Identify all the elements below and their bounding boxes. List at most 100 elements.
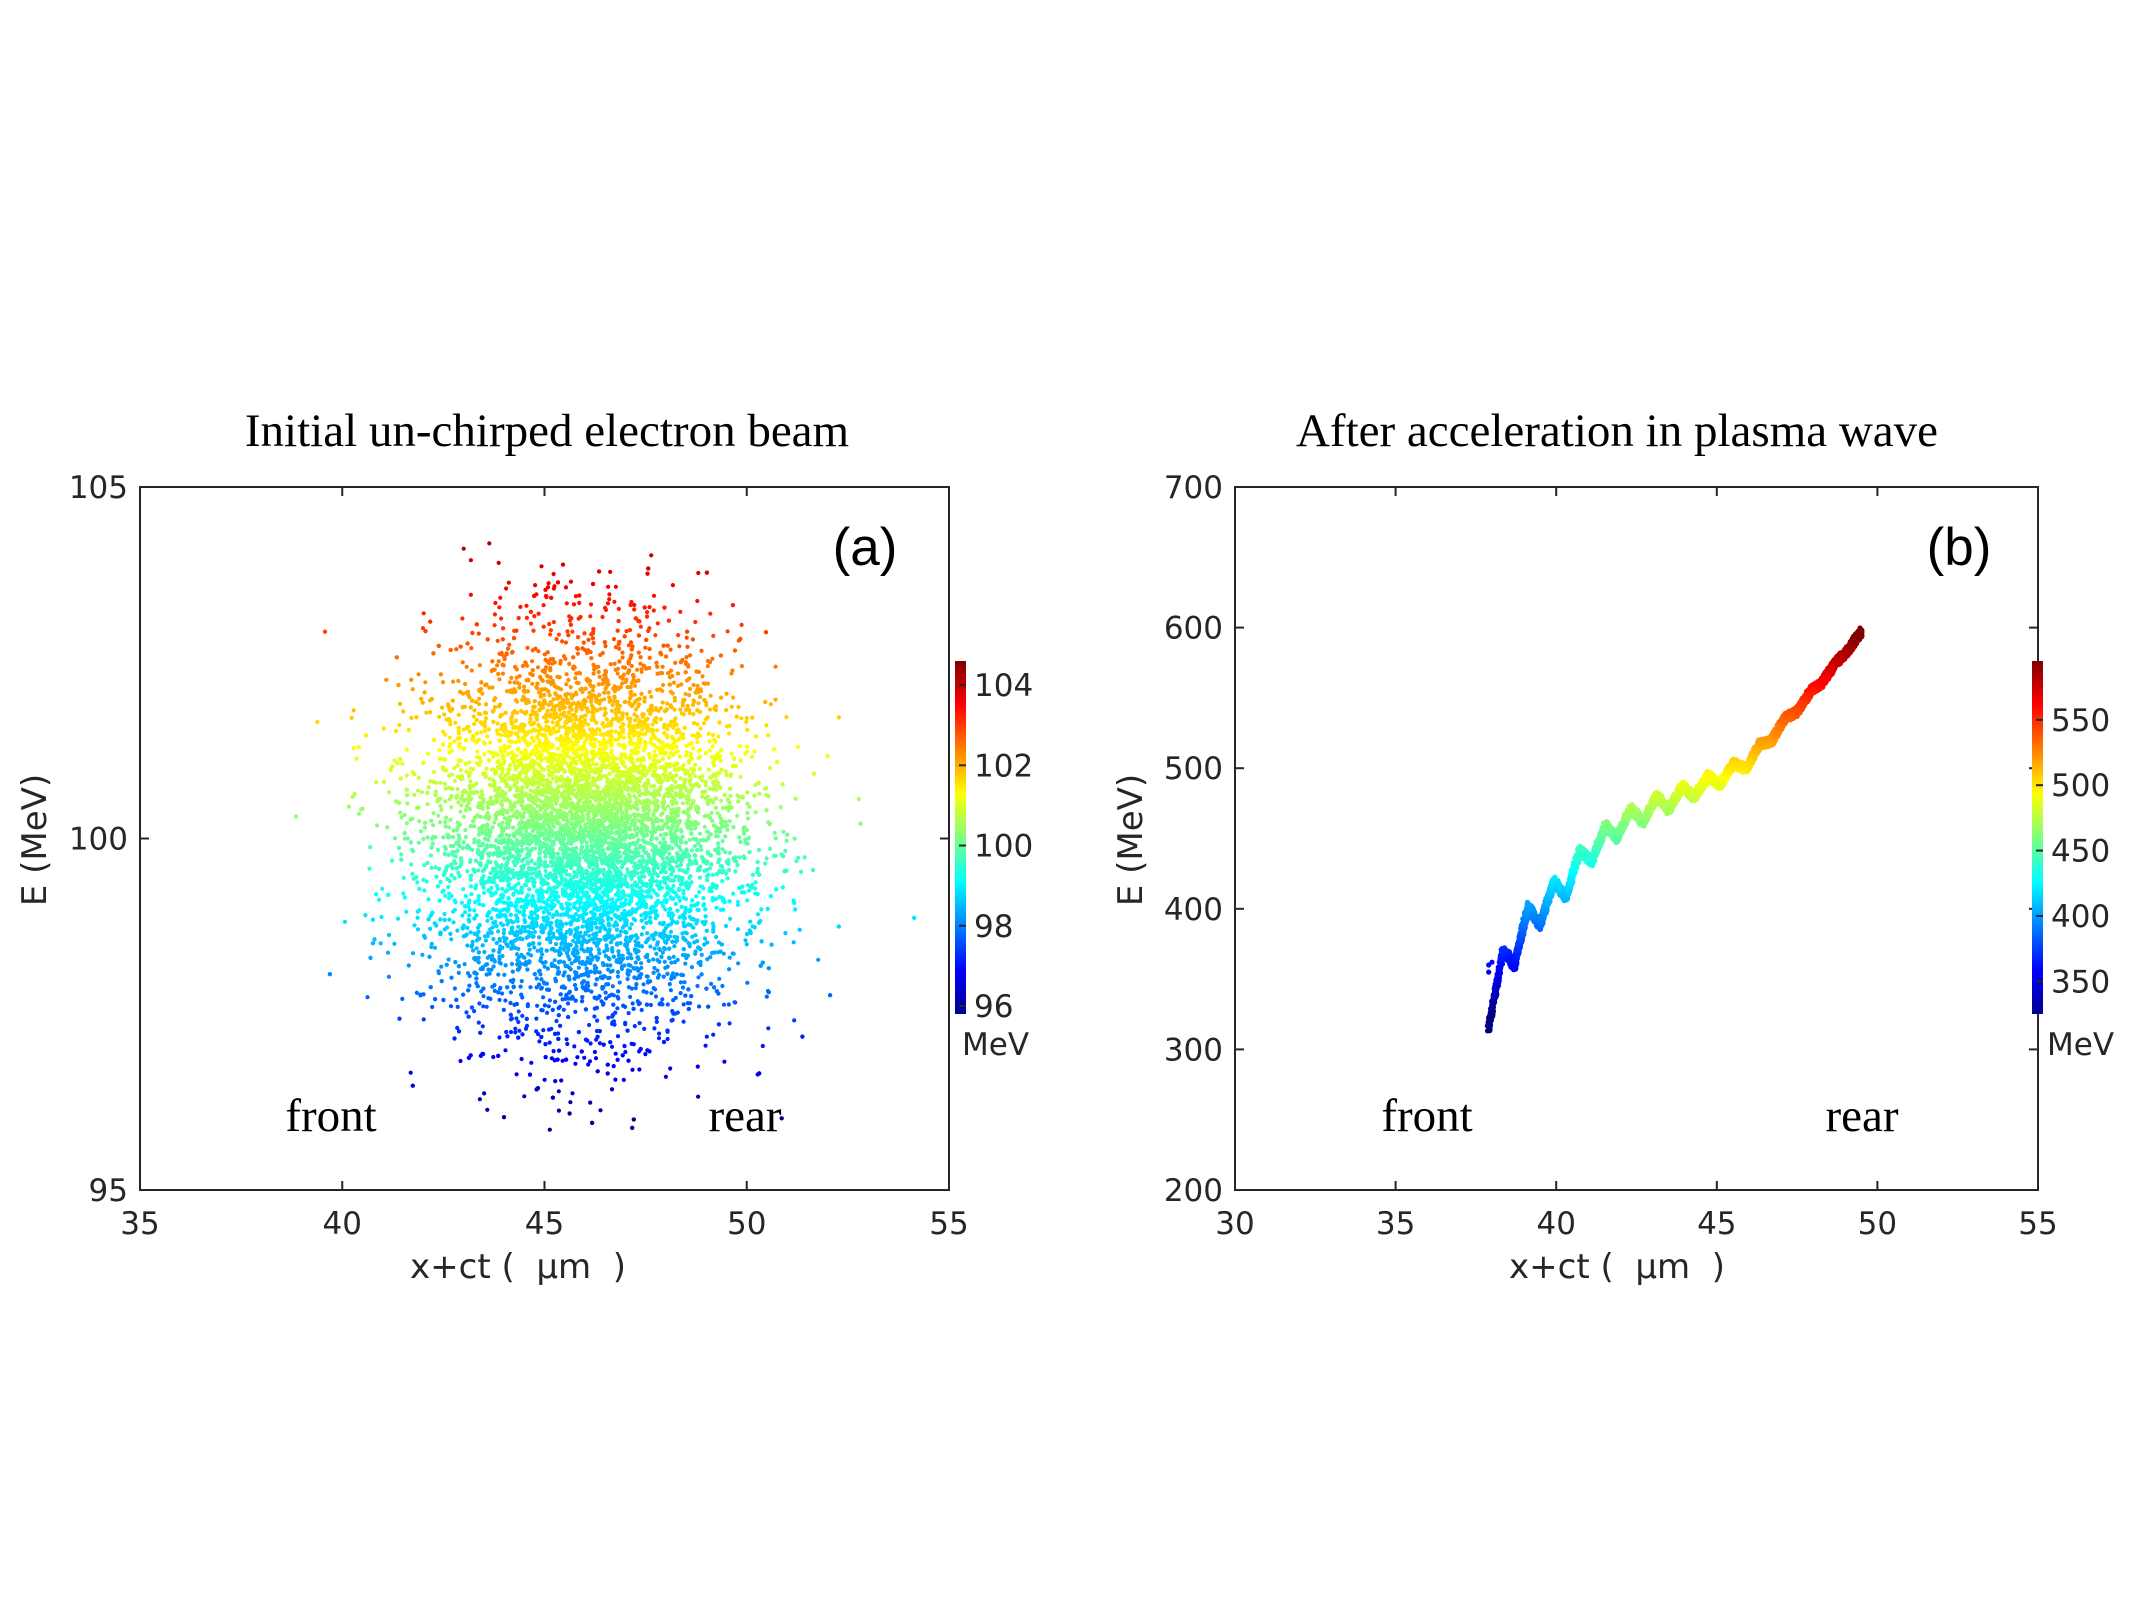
beam-particle bbox=[477, 1097, 482, 1102]
beam-particle bbox=[638, 624, 643, 629]
beam-particle bbox=[438, 820, 443, 825]
beam-particle bbox=[398, 756, 403, 762]
beam-particle bbox=[547, 1127, 552, 1132]
beam-particle bbox=[472, 1009, 477, 1014]
beam-particle bbox=[496, 929, 501, 934]
beam-particle bbox=[456, 970, 461, 976]
beam-particle bbox=[710, 732, 716, 738]
beam-particle bbox=[606, 584, 611, 589]
beam-particle bbox=[410, 951, 416, 956]
beam-particle bbox=[718, 907, 723, 912]
beam-particle bbox=[660, 997, 665, 1002]
beam-particle bbox=[632, 794, 637, 799]
beam-particle bbox=[585, 708, 590, 713]
beam-particle bbox=[417, 908, 422, 913]
beam-particle bbox=[688, 653, 693, 658]
beam-particle bbox=[505, 646, 511, 651]
beam-particle bbox=[399, 852, 404, 857]
beam-particle bbox=[454, 647, 459, 652]
beam-particle bbox=[784, 715, 789, 720]
beam-particle bbox=[557, 725, 563, 730]
beam-particle bbox=[452, 986, 457, 991]
beam-particle bbox=[547, 621, 552, 627]
beam-particle bbox=[502, 749, 507, 754]
beam-particle bbox=[792, 836, 797, 841]
beam-particle bbox=[735, 813, 740, 818]
beam-particle bbox=[615, 1006, 620, 1011]
beam-particle bbox=[498, 985, 503, 991]
beam-particle bbox=[773, 664, 778, 669]
beam-particle bbox=[722, 1059, 727, 1064]
panel-a: Initial un-chirped electron beam 35 40 45 5… bbox=[15, 405, 1033, 1287]
beam-particle bbox=[573, 676, 578, 681]
beam-particle bbox=[501, 1007, 506, 1013]
beam-particle bbox=[503, 998, 508, 1003]
beam-particle bbox=[764, 856, 769, 861]
beam-particle bbox=[465, 971, 471, 976]
beam-particle bbox=[615, 969, 621, 975]
beam-particle bbox=[491, 937, 496, 942]
beam-particle bbox=[667, 982, 672, 987]
beam-particle bbox=[546, 581, 551, 586]
beam-particle bbox=[707, 748, 712, 753]
beam-particle bbox=[522, 811, 527, 816]
beam-particle bbox=[651, 986, 656, 991]
beam-particle bbox=[417, 886, 422, 892]
beam-particle bbox=[392, 836, 398, 841]
beam-particle bbox=[667, 675, 673, 680]
beam-particle bbox=[525, 645, 530, 651]
beam-particle bbox=[557, 1004, 563, 1009]
beam-particle bbox=[672, 707, 677, 712]
beam-particle bbox=[429, 865, 434, 871]
beam-particle bbox=[386, 974, 391, 979]
beam-particle bbox=[667, 851, 672, 856]
beam-particle bbox=[385, 825, 390, 830]
beam-particle bbox=[503, 1048, 508, 1053]
beam-particle bbox=[499, 616, 504, 621]
beam-particle bbox=[474, 731, 479, 736]
beam-particle bbox=[568, 685, 573, 690]
beam-particle bbox=[564, 872, 569, 877]
beam-particle bbox=[426, 897, 431, 902]
beam-particle bbox=[739, 716, 744, 721]
beam-particle bbox=[528, 716, 533, 722]
beam-particle bbox=[468, 558, 473, 563]
beam-particle bbox=[700, 674, 705, 679]
beam-particle bbox=[547, 731, 553, 736]
beam-particle bbox=[650, 722, 655, 727]
beam-particle bbox=[644, 920, 649, 926]
beam-particle bbox=[621, 1077, 626, 1082]
beam-particle bbox=[527, 947, 532, 952]
beam-particle bbox=[639, 932, 644, 937]
beam-particle bbox=[479, 730, 484, 735]
beam-particle bbox=[680, 985, 686, 990]
beam-particle bbox=[543, 854, 548, 859]
beam-particle bbox=[547, 1040, 552, 1045]
beam-particle bbox=[580, 985, 585, 990]
beam-particle bbox=[552, 958, 557, 963]
beam-particle bbox=[492, 623, 497, 628]
beam-particle bbox=[756, 847, 762, 853]
beam-particle bbox=[675, 749, 681, 754]
beam-particle bbox=[715, 834, 720, 839]
beam-particle bbox=[487, 685, 492, 690]
beam-particle bbox=[665, 1002, 670, 1007]
beam-particle bbox=[490, 685, 495, 690]
beam-particle bbox=[744, 715, 749, 721]
beam-particle bbox=[421, 1017, 426, 1022]
beam-particle bbox=[466, 900, 471, 906]
beam-particle bbox=[682, 980, 687, 985]
beam-particle bbox=[736, 961, 741, 966]
beam-particle bbox=[588, 614, 593, 619]
beam-particle bbox=[437, 748, 442, 753]
beam-particle bbox=[501, 856, 507, 861]
beam-particle bbox=[519, 777, 525, 783]
beam-particle bbox=[691, 682, 696, 688]
beam-particle bbox=[705, 664, 710, 669]
beam-particle bbox=[753, 734, 759, 739]
beam-particle bbox=[439, 807, 444, 813]
beam-particle bbox=[408, 1070, 413, 1075]
beam-particle bbox=[500, 886, 505, 892]
beam-particle bbox=[667, 956, 672, 961]
